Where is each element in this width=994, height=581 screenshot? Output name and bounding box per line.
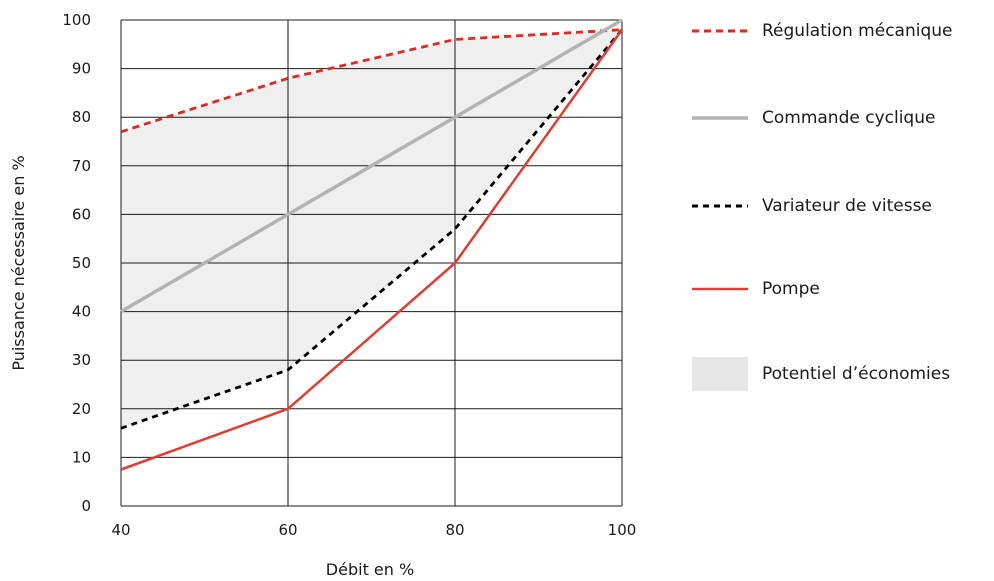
y-tick-label: 50: [72, 254, 91, 272]
legend-item-cyclic: Commande cyclique: [692, 101, 935, 135]
series-line-0: [120, 28, 623, 134]
y-tick-label: 70: [72, 157, 91, 175]
legend-label-savings: Potentiel d’économies: [762, 364, 951, 384]
x-tick-label: 40: [111, 521, 130, 539]
legend-item-savings: Potentiel d’économies: [692, 357, 950, 391]
legend-swatch-savings: [692, 357, 748, 391]
legend-swatch-variator: [692, 189, 748, 223]
y-tick-label: 0: [81, 497, 91, 515]
x-tick-label: 60: [278, 521, 297, 539]
y-tick-label: 100: [62, 11, 91, 29]
y-tick-label: 30: [72, 351, 91, 369]
legend-swatch-mechanical: [692, 14, 748, 48]
y-tick-label: 80: [72, 108, 91, 126]
x-tick-label: 100: [608, 521, 637, 539]
legend-item-variator: Variateur de vitesse: [692, 189, 932, 223]
y-tick-label: 60: [72, 205, 91, 223]
y-tick-label: 40: [72, 303, 91, 321]
legend-item-mechanical: Régulation mécanique: [692, 14, 953, 48]
series-line-1: [120, 18, 623, 314]
legend-swatch-pump: [692, 272, 748, 306]
series-line-3: [120, 28, 624, 471]
y-tick-label: 20: [72, 400, 91, 418]
legend-item-pump: Pompe: [692, 272, 820, 306]
x-tick-label: 80: [445, 521, 464, 539]
legend-swatch-cyclic: [692, 101, 748, 135]
savings-area: [121, 29, 622, 429]
legend-label-cyclic: Commande cyclique: [762, 108, 936, 128]
legend: Régulation mécanique Commande cyclique V…: [692, 0, 992, 420]
y-tick-label: 90: [72, 60, 91, 78]
series-line-2: [120, 28, 624, 430]
legend-label-variator: Variateur de vitesse: [762, 196, 932, 216]
x-axis-label: Débit en %: [326, 560, 414, 579]
y-tick-label: 10: [72, 448, 91, 466]
legend-label-pump: Pompe: [762, 279, 820, 299]
y-axis-label: Puissance nécessaire en %: [9, 155, 28, 370]
legend-label-mechanical: Régulation mécanique: [762, 21, 953, 41]
